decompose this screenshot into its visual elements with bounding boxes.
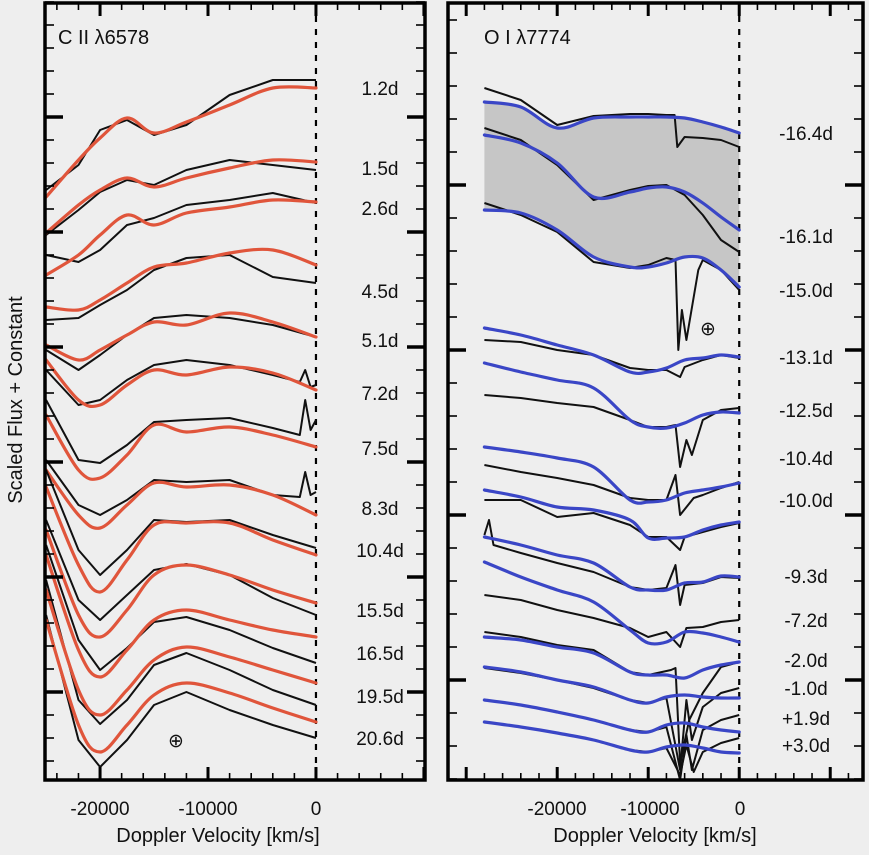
- frame-c-ii: [43, 1, 427, 782]
- day-label: 20.6d: [356, 729, 404, 750]
- model-spectrum--13.1d: [482, 326, 741, 376]
- day-label: +1.9d: [782, 709, 830, 730]
- observed-spectrum-10.4d: [45, 469, 317, 576]
- observed-spectrum--2.0d: [484, 631, 740, 764]
- model-spectrum--16.1d: [482, 133, 741, 232]
- x-tick-label: -20000: [70, 799, 129, 820]
- model-spectrum-15.5d: [45, 528, 318, 639]
- model-spectrum-5.1d: [45, 311, 318, 362]
- spectra-c-ii: [45, 3, 318, 780]
- model-spectrum-1.2d: [45, 85, 318, 199]
- observed-spectrum-19.5d: [45, 579, 317, 725]
- model-spectrum-7.2d: [45, 358, 318, 409]
- model-spectrum-+3.0d: [482, 720, 741, 755]
- observed-spectrum-16.5d: [45, 544, 317, 671]
- panel-title-o-i: O I λ7774: [484, 27, 571, 49]
- day-labels-o-i: -16.4d -16.1d -15.0d -13.1d -12.5d -10.4d -10.…: [779, 124, 833, 757]
- day-label: -15.0d: [779, 281, 833, 302]
- panel-c-ii: C II λ6578 1.2d 1.5d 2.6d 4.5d 5.1d 7.2d 7.5d 8…: [43, 1, 427, 847]
- day-label: 15.5d: [356, 601, 404, 622]
- model-spectrum-16.5d: [45, 553, 318, 679]
- day-label: -12.5d: [779, 401, 833, 422]
- model-spectrum-4.5d: [45, 247, 318, 312]
- observed-spectrum--12.5d: [484, 394, 740, 468]
- day-label: -9.3d: [784, 567, 827, 588]
- x-tick-label: -10000: [178, 799, 237, 820]
- day-label: 10.4d: [356, 541, 404, 562]
- model-spectrum--1.0d: [482, 665, 741, 705]
- spectra-o-i: [482, 3, 741, 780]
- panel-title-c-ii: C II λ6578: [58, 27, 149, 49]
- observed-spectrum-15.5d: [45, 519, 317, 621]
- model-spectrum-10.4d: [45, 485, 318, 594]
- day-label: -16.1d: [779, 227, 833, 248]
- day-label: 1.2d: [362, 79, 399, 100]
- panel-o-i: O I λ7774 -16.4d -16.1d -15.0d -13.1d -12.5d…: [446, 1, 865, 847]
- x-tick-label: -20000: [527, 799, 586, 820]
- day-label: 5.1d: [362, 331, 399, 352]
- day-label: 2.6d: [362, 199, 399, 220]
- day-label: -10.4d: [779, 449, 833, 470]
- model-spectrum--2.0d: [482, 635, 741, 680]
- model-spectrum--15.0d: [482, 208, 741, 289]
- observed-spectrum-4.5d: [46, 254, 317, 321]
- model-spectrum--9.3d: [482, 535, 741, 593]
- x-axis-label-o-i: Doppler Velocity [km/s]: [553, 825, 756, 847]
- day-label: -2.0d: [784, 651, 827, 672]
- x-axis-label-c-ii: Doppler Velocity [km/s]: [116, 825, 319, 847]
- model-spectrum-19.5d: [45, 588, 318, 717]
- day-label: +3.0d: [782, 736, 830, 757]
- observed-spectrum-5.1d: [45, 314, 317, 371]
- day-label: -16.4d: [779, 124, 833, 145]
- x-tick-label: 0: [735, 799, 746, 820]
- day-label: 19.5d: [356, 687, 404, 708]
- day-labels-c-ii: 1.2d 1.5d 2.6d 4.5d 5.1d 7.2d 7.5d 8.3d 10.4d 15.…: [356, 79, 404, 750]
- model-spectrum--12.5d: [482, 361, 741, 430]
- day-label: 4.5d: [362, 282, 399, 303]
- model-spectrum-+1.9d: [482, 698, 741, 734]
- day-label: 7.2d: [362, 384, 399, 405]
- model-spectrum--10.4d: [482, 445, 741, 505]
- ticks-o-i: [447, 3, 863, 780]
- observed-spectrum--7.2d: [484, 594, 740, 648]
- day-label: -7.2d: [784, 611, 827, 632]
- observed-spectrum--16.4d: [484, 87, 740, 148]
- observed-spectrum-7.5d: [45, 399, 317, 464]
- model-spectrum--7.2d: [482, 560, 741, 646]
- observed-spectrum-7.2d: [45, 359, 317, 406]
- day-label: -10.0d: [779, 491, 833, 512]
- model-spectrum--16.4d: [482, 100, 741, 135]
- observed-spectrum-20.6d: [45, 614, 317, 768]
- day-label: 8.3d: [362, 499, 399, 520]
- model-spectrum--10.0d: [482, 488, 741, 541]
- day-label: 7.5d: [362, 439, 399, 460]
- day-label: -1.0d: [784, 679, 827, 700]
- observed-spectrum--10.0d: [484, 499, 740, 551]
- model-spectrum-20.6d: [45, 618, 318, 754]
- day-label: 16.5d: [356, 644, 404, 665]
- x-tick-label: -10000: [620, 799, 679, 820]
- day-label: 1.5d: [362, 159, 399, 180]
- observed-spectrum-2.6d: [45, 192, 317, 263]
- model-spectrum-2.6d: [45, 198, 318, 277]
- observed-spectrum-8.3d: [45, 459, 317, 516]
- model-spectrum-7.5d: [45, 413, 318, 481]
- telluric-marker: ⊕: [700, 319, 716, 340]
- y-axis-label: Scaled Flux + Constant: [5, 296, 27, 504]
- x-tick-label: 0: [311, 799, 322, 820]
- frame-o-i: [446, 1, 865, 782]
- model-spectrum-1.5d: [45, 158, 318, 235]
- day-label: -13.1d: [779, 348, 833, 369]
- model-spectrum-8.3d: [45, 468, 318, 530]
- telluric-marker: ⊕: [168, 731, 184, 752]
